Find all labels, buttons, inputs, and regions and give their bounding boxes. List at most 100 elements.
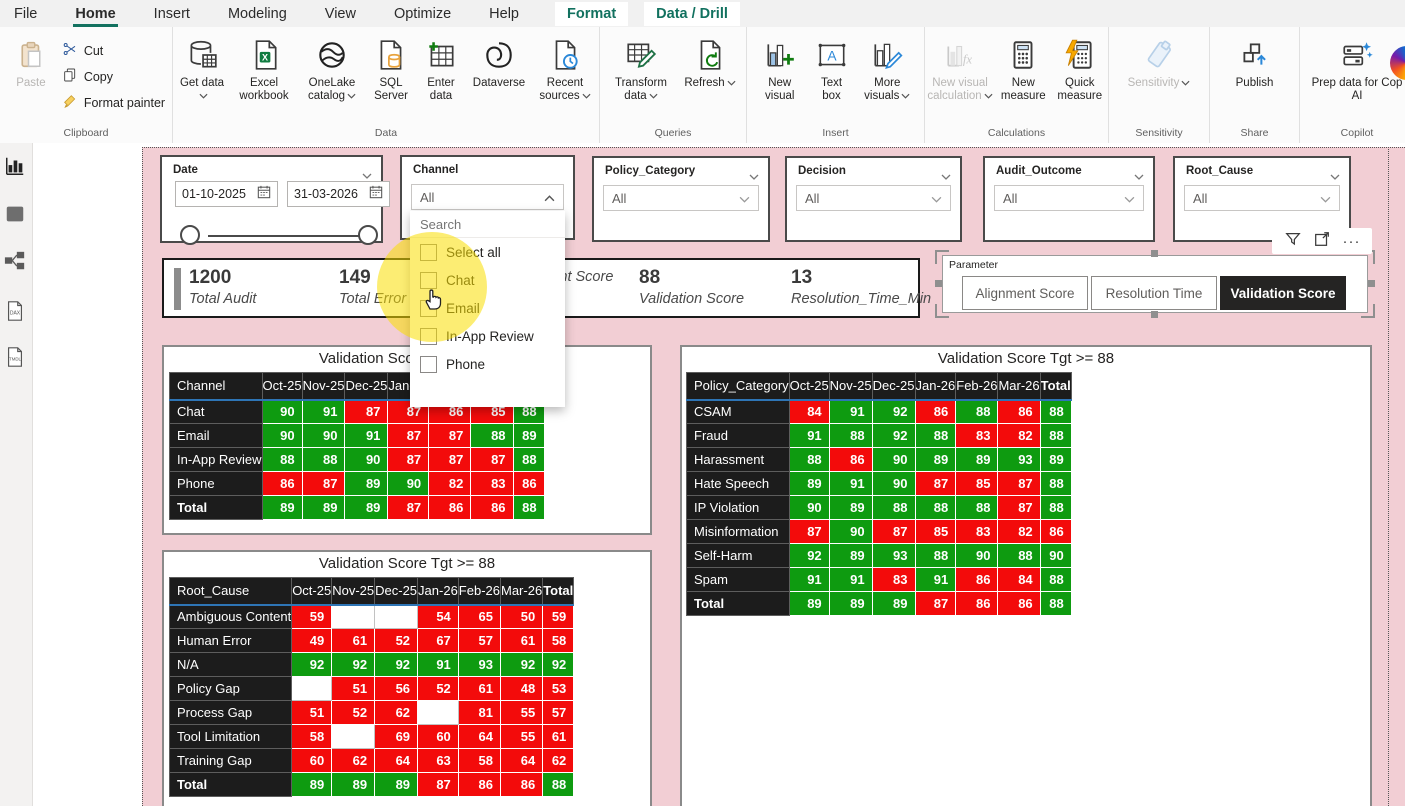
excel-workbook-button[interactable]: X Excel workbook (231, 33, 297, 103)
page-boundary-line (1388, 147, 1389, 806)
policy-category-select[interactable]: All (603, 185, 759, 211)
ribbon-button-label: Transform data (615, 77, 667, 102)
table-cell: 89 (344, 471, 389, 496)
date-start-input[interactable] (182, 187, 256, 201)
tmdl-view-icon[interactable]: TMDL (4, 346, 28, 370)
enter-data-button[interactable]: Enter data (420, 33, 462, 103)
calendar-icon[interactable] (369, 185, 383, 204)
root-cause-select[interactable]: All (1184, 185, 1340, 211)
transform-data-button[interactable]: Transform data (608, 33, 674, 103)
menu-item-format[interactable]: Format (555, 1, 629, 26)
prep-data-for-cop-ai-button[interactable]: Prep data for Cop AI (1311, 33, 1403, 103)
parameter-visual[interactable]: Parameter Alignment Score Resolution Time… (935, 250, 1375, 318)
copilot-logo-icon[interactable] (1390, 46, 1405, 80)
recent-sources-button[interactable]: Recent sources (536, 33, 594, 103)
text-box-button[interactable]: A Text box (813, 33, 851, 103)
table-cell: 88 (1039, 567, 1072, 592)
root-cause-slicer[interactable]: Root_Cause All (1173, 156, 1351, 242)
dropdown-option-phone[interactable]: Phone (410, 350, 565, 378)
sql-server-button[interactable]: SQL Server (367, 33, 415, 103)
date-range-start-handle[interactable] (180, 225, 200, 245)
audit-outcome-select[interactable]: All (994, 185, 1144, 211)
dataverse-button[interactable]: Dataverse (467, 33, 531, 90)
selection-handle[interactable] (1151, 311, 1158, 318)
sensitivity-button[interactable]: Sensitivity (1126, 33, 1192, 90)
kpi-card: 88 Validation Score (639, 267, 744, 307)
ribbon: Paste Cut Copy Format painter Clipboard Get d… (0, 27, 1405, 143)
more-options-icon[interactable]: ··· (1342, 232, 1361, 250)
dropdown-search[interactable] (410, 211, 565, 238)
table-cell: 84 (788, 399, 830, 424)
format-painter-button[interactable]: Format painter (62, 93, 165, 112)
menu-item-view[interactable]: View (324, 5, 356, 22)
date-end-input[interactable] (294, 187, 368, 201)
table-cell: 64 (374, 748, 419, 773)
date-range-end-handle[interactable] (358, 225, 378, 245)
selection-handle[interactable] (1151, 250, 1158, 257)
policy-category-slicer[interactable]: Policy_Category All (592, 156, 770, 242)
get-data-button[interactable]: Get data (178, 33, 226, 103)
onelake-catalog-button[interactable]: OneLake catalog (302, 33, 362, 103)
menu-item-help[interactable]: Help (489, 5, 519, 22)
menu-item-insert[interactable]: Insert (153, 5, 190, 22)
parameter-button-validation-score[interactable]: Validation Score (1220, 276, 1346, 310)
policy-matrix-visual[interactable]: Validation Score Tgt >= 88 Policy_Catego… (680, 345, 1372, 806)
chevron-down-icon[interactable] (362, 166, 372, 184)
selection-handle[interactable] (1361, 304, 1375, 318)
table-cell: 88 (1039, 399, 1072, 424)
root-cause-matrix-visual[interactable]: Validation Score Tgt >= 88 Root_Cause Oct… (162, 550, 652, 806)
selection-handle[interactable] (935, 304, 949, 318)
date-start-field[interactable] (175, 181, 278, 207)
report-view-icon[interactable] (4, 155, 28, 179)
ribbon-button-label: Refresh (684, 77, 736, 90)
parameter-button-resolution-time[interactable]: Resolution Time (1091, 276, 1217, 310)
dropdown-search-input[interactable] (418, 215, 557, 233)
new-visual-button[interactable]: New visual (758, 33, 802, 103)
column-header: Channel (169, 372, 263, 401)
filter-icon[interactable] (1284, 230, 1302, 253)
channel-matrix-visual[interactable]: Validation Score Tgt >= 88 Channel Oct-25… (162, 345, 652, 535)
more-visuals-button[interactable]: More visuals (861, 33, 913, 103)
decision-select[interactable]: All (796, 185, 951, 211)
menu-item-file[interactable]: File (14, 5, 38, 22)
date-slicer[interactable]: Date (160, 155, 390, 245)
column-header: Oct-25 (261, 372, 303, 401)
refresh-button[interactable]: Refresh (682, 33, 738, 90)
menu-item-home[interactable]: Home (73, 3, 118, 27)
channel-select[interactable]: All (411, 184, 564, 210)
copy-button[interactable]: Copy (62, 67, 165, 86)
menu-item-modeling[interactable]: Modeling (227, 5, 287, 22)
chevron-down-icon[interactable] (1330, 167, 1340, 185)
audit-outcome-slicer[interactable]: Audit_Outcome All (983, 156, 1155, 242)
cut-button[interactable]: Cut (62, 41, 165, 60)
table-cell: 91 (828, 567, 873, 592)
popout-icon[interactable] (1313, 230, 1331, 253)
chevron-down-icon (649, 93, 658, 99)
parameter-button-alignment-score[interactable]: Alignment Score (962, 276, 1088, 310)
new-visual-calculation-button[interactable]: fx New visual calculation (925, 33, 995, 103)
chevron-down-icon[interactable] (749, 167, 759, 185)
checkbox[interactable] (420, 355, 437, 373)
decision-slicer[interactable]: Decision All (785, 156, 962, 242)
table-cell: 87 (914, 471, 957, 496)
table-cell: 91 (417, 652, 459, 677)
selection-handle[interactable] (1368, 280, 1375, 287)
column-header: Oct-25 (788, 372, 830, 401)
model-view-icon[interactable] (4, 250, 28, 274)
selection-handle[interactable] (935, 250, 949, 264)
new-measure-button[interactable]: New measure (995, 33, 1051, 103)
chevron-down-icon[interactable] (941, 167, 951, 185)
calendar-icon[interactable] (257, 185, 271, 204)
table-view-icon[interactable] (4, 203, 28, 227)
menu-item-data-drill[interactable]: Data / Drill (644, 1, 740, 26)
selection-handle[interactable] (935, 280, 942, 287)
table-cell: 87 (428, 423, 472, 448)
date-end-field[interactable] (287, 181, 390, 207)
table-cell: 87 (344, 399, 389, 424)
publish-button[interactable]: Publish (1229, 33, 1281, 90)
quick-measure-button[interactable]: Quick measure (1052, 33, 1108, 103)
dax-view-icon[interactable]: DAX (4, 300, 28, 324)
menu-item-optimize[interactable]: Optimize (393, 5, 452, 22)
chevron-down-icon[interactable] (1134, 167, 1144, 185)
paste-button[interactable]: Paste (7, 33, 55, 90)
